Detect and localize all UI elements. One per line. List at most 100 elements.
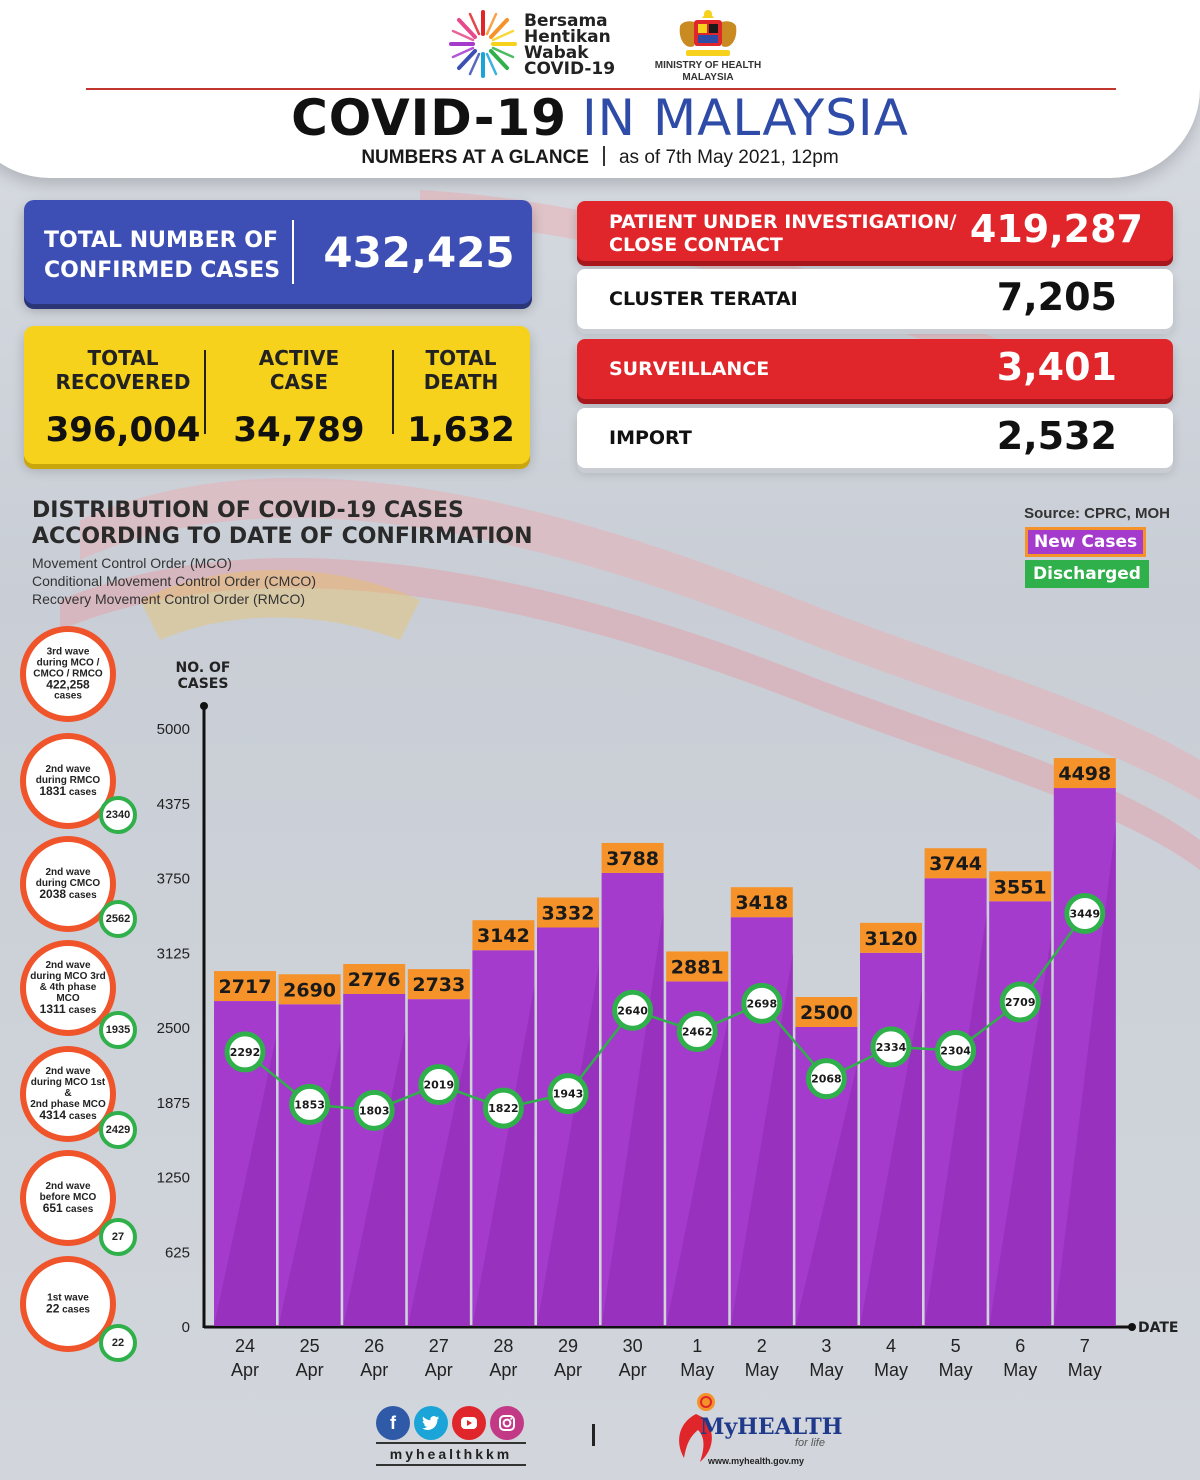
title-bold: COVID-19 bbox=[291, 89, 568, 147]
ministry-crest-icon bbox=[679, 10, 737, 56]
page-title: COVID-19 IN MALAYSIA bbox=[0, 92, 1200, 144]
wave-text: 1st wave 22 cases bbox=[30, 1293, 106, 1316]
x-tick-day: 25 bbox=[300, 1336, 320, 1356]
bar-value-label: 3332 bbox=[542, 902, 595, 924]
wave-text: 2nd wave during CMCO 2038 cases bbox=[30, 867, 106, 901]
wave-line: CMCO / RMCO bbox=[33, 668, 103, 680]
wave-line: & 4th phase MCO bbox=[39, 982, 97, 1004]
wave-bubble: 2nd wave during MCO 3rd & 4th phase MCO … bbox=[20, 940, 116, 1036]
youtube-icon[interactable] bbox=[452, 1406, 486, 1440]
x-tick-month: Apr bbox=[231, 1360, 259, 1380]
category-value: 7,205 bbox=[996, 275, 1117, 319]
discharged-value-label: 2462 bbox=[682, 1026, 713, 1039]
x-tick-day: 1 bbox=[692, 1336, 702, 1356]
bar-shade bbox=[989, 937, 1052, 1326]
bar-value-label: 3788 bbox=[606, 848, 659, 870]
facebook-icon[interactable]: f bbox=[376, 1406, 410, 1440]
x-axis-cap bbox=[1128, 1323, 1136, 1331]
y-tick-label: 0 bbox=[182, 1319, 190, 1336]
wave-line: during MCO / bbox=[36, 657, 100, 669]
stat-divider bbox=[392, 350, 394, 434]
discharged-value-label: 2292 bbox=[230, 1046, 261, 1059]
legend-new-cases: New Cases bbox=[1025, 527, 1147, 557]
category-import: IMPORT 2,532 bbox=[577, 408, 1173, 468]
wave-discharged-badge: 22 bbox=[99, 1324, 137, 1362]
x-tick-day: 27 bbox=[429, 1336, 449, 1356]
discharged-value-label: 1803 bbox=[359, 1104, 390, 1117]
discharged-marker bbox=[418, 1064, 460, 1106]
discharged-value-label: 1853 bbox=[294, 1098, 325, 1111]
campaign-line: Hentikan bbox=[524, 27, 611, 47]
bar-value-plate bbox=[795, 997, 858, 1027]
category-pui-close-contact: PATIENT UNDER INVESTIGATION/ CLOSE CONTA… bbox=[577, 201, 1173, 261]
bar-value-plate bbox=[472, 920, 535, 951]
discharged-marker bbox=[353, 1089, 395, 1131]
x-tick-day: 5 bbox=[951, 1336, 961, 1356]
discharged-marker bbox=[482, 1087, 524, 1129]
wave-unit: cases bbox=[65, 1204, 94, 1215]
bar-value-plate bbox=[924, 848, 987, 879]
wave-discharged-badge: 27 bbox=[99, 1218, 137, 1256]
x-tick-month: May bbox=[809, 1360, 843, 1380]
wave-discharged-badge: 1935 bbox=[99, 1011, 137, 1049]
myhealth-tagline: for life bbox=[795, 1437, 825, 1449]
social-handle[interactable]: myhealthkkm bbox=[389, 1446, 513, 1462]
stat-label: CASE bbox=[269, 370, 329, 394]
stat-recovered: TOTAL RECOVERED 396,004 bbox=[38, 346, 208, 450]
x-tick-month: Apr bbox=[296, 1360, 324, 1380]
bar-value-plate bbox=[407, 969, 470, 1000]
y-tick-label: 1250 bbox=[157, 1170, 190, 1187]
x-tick-month: May bbox=[874, 1360, 908, 1380]
bar-shade bbox=[472, 986, 535, 1326]
twitter-icon[interactable] bbox=[414, 1406, 448, 1440]
bar-value-label: 2776 bbox=[348, 969, 401, 991]
bar-shade bbox=[666, 1017, 729, 1326]
bar-value-label: 2717 bbox=[219, 976, 272, 998]
wave-text: 2nd wave during RMCO 1831 cases bbox=[30, 764, 106, 798]
myhealth-url[interactable]: www.myhealth.gov.my bbox=[708, 1456, 805, 1466]
discharged-value-label: 2068 bbox=[811, 1073, 842, 1086]
discharged-marker bbox=[547, 1073, 589, 1115]
wave-line: during RMCO bbox=[35, 775, 101, 786]
category-surveillance: SURVEILLANCE 3,401 bbox=[577, 339, 1173, 399]
bar-value-plate bbox=[278, 974, 341, 1005]
x-tick-month: Apr bbox=[619, 1360, 647, 1380]
wave-unit: cases bbox=[68, 890, 97, 901]
campaign-slogan: Bersama Hentikan Wabak COVID-19 bbox=[524, 13, 634, 79]
y-tick-label: 3750 bbox=[157, 871, 190, 888]
campaign-line: COVID-19 bbox=[524, 59, 616, 79]
bar-value-label: 3418 bbox=[735, 892, 788, 914]
discharged-value-label: 3449 bbox=[1069, 907, 1100, 920]
wave-line: during MCO 1st & bbox=[30, 1077, 106, 1099]
discharged-value-label: 1822 bbox=[488, 1102, 519, 1115]
bar-value-plate bbox=[666, 951, 729, 982]
wave-unit: cases bbox=[62, 1304, 90, 1316]
x-tick-day: 29 bbox=[558, 1336, 578, 1356]
bar-shade bbox=[795, 1063, 858, 1326]
bar-value-plate bbox=[989, 871, 1052, 902]
x-tick-month: May bbox=[1068, 1360, 1102, 1380]
wave-line: 2nd wave bbox=[45, 960, 91, 971]
instagram-icon[interactable] bbox=[490, 1406, 524, 1440]
discharged-marker bbox=[1064, 892, 1106, 934]
wave-unit: cases bbox=[68, 1005, 97, 1016]
chart-title-line: ACCORDING TO DATE OF CONFIRMATION bbox=[32, 524, 533, 549]
category-label: CLUSTER TERATAI bbox=[609, 288, 798, 310]
discharged-marker bbox=[741, 982, 783, 1024]
bar-value-label: 2500 bbox=[800, 1002, 853, 1024]
x-tick-month: May bbox=[939, 1360, 973, 1380]
category-label: SURVEILLANCE bbox=[609, 358, 770, 380]
y-tick-label: 5000 bbox=[157, 721, 190, 738]
bar-value-label: 3142 bbox=[477, 925, 530, 947]
x-tick-month: Apr bbox=[489, 1360, 517, 1380]
wave-line: during CMCO bbox=[35, 878, 101, 889]
wave-text: 3rd wave during MCO / CMCO / RMCO 422,25… bbox=[30, 647, 106, 702]
wave-line: during MCO 3rd bbox=[30, 971, 106, 982]
myhealth-figure-logo bbox=[679, 1393, 715, 1462]
stat-death: TOTAL DEATH 1,632 bbox=[400, 346, 522, 450]
bar-value-label: 3744 bbox=[929, 853, 982, 875]
subtitle-label: NUMBERS AT A GLANCE bbox=[361, 147, 589, 168]
bar-value-plate bbox=[601, 842, 664, 873]
stat-label: TOTAL bbox=[87, 346, 159, 370]
